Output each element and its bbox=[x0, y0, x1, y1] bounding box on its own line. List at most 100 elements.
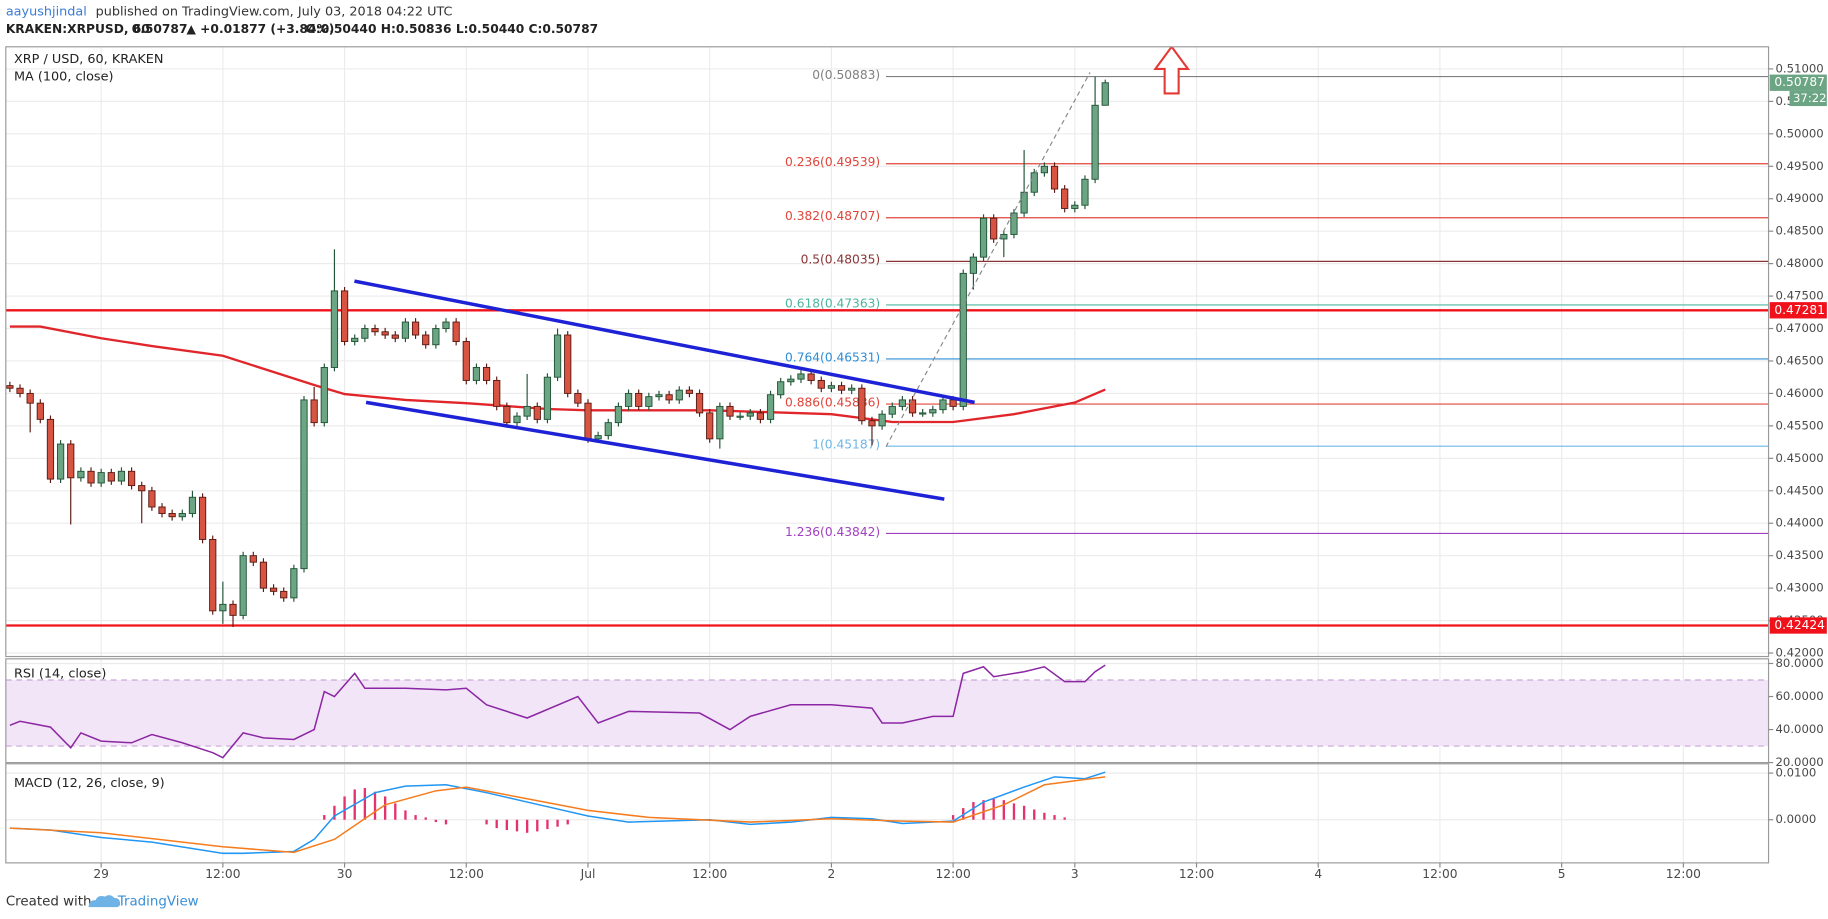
candle-body bbox=[148, 490, 156, 508]
histogram-bar bbox=[1063, 817, 1066, 820]
candle-body bbox=[1020, 191, 1028, 214]
candle-body bbox=[1101, 82, 1109, 106]
candle-body bbox=[564, 334, 572, 394]
y-tick-label: 0.51000 bbox=[1776, 61, 1824, 75]
trend-line-upper bbox=[354, 279, 975, 405]
histogram-bar bbox=[323, 815, 326, 820]
pane-title: XRP / USD, 60, KRAKEN bbox=[14, 52, 163, 67]
macd-pane bbox=[5, 763, 1770, 864]
candle-body bbox=[949, 399, 957, 407]
candle-body bbox=[969, 256, 978, 274]
x-tick-label: 4 bbox=[1314, 867, 1322, 881]
countdown-label: 37:22 bbox=[1793, 91, 1827, 105]
candle-body bbox=[756, 412, 765, 420]
ma-line bbox=[9, 325, 1106, 424]
candle-body bbox=[310, 399, 318, 424]
candle-body bbox=[280, 590, 288, 599]
candle-body bbox=[290, 568, 298, 599]
x-tick-label: 30 bbox=[337, 867, 353, 881]
fib-label: 0.5(0.48035) bbox=[801, 253, 881, 267]
price-badge-label: 0.50787 bbox=[1774, 75, 1825, 89]
candle-body bbox=[188, 496, 197, 514]
candle-body bbox=[178, 513, 186, 518]
ma-legend: MA (100, close) bbox=[14, 70, 114, 85]
y-tick-label: 0.46000 bbox=[1776, 386, 1824, 400]
histogram-bar bbox=[343, 796, 346, 820]
y-tick-label: 0.42000 bbox=[1776, 646, 1824, 660]
pane-title: MACD (12, 26, close, 9) bbox=[14, 776, 165, 791]
x-tick-label: 12:00 bbox=[1179, 867, 1214, 881]
x-tick-label: 29 bbox=[93, 867, 109, 881]
candle-body bbox=[706, 412, 714, 440]
x-tick-label: 12:00 bbox=[692, 867, 727, 881]
candle-body bbox=[959, 272, 967, 407]
candle-body bbox=[726, 405, 734, 417]
y-tick-label: 0.48500 bbox=[1776, 224, 1824, 238]
candle-body bbox=[127, 470, 136, 487]
candle-body bbox=[1030, 172, 1038, 193]
candle-body bbox=[594, 435, 602, 440]
candle-body bbox=[6, 385, 14, 389]
footer-created: Created with bbox=[6, 894, 92, 909]
price-change: ▲ +0.01877 (+3.84%) bbox=[187, 22, 335, 36]
histogram-bar bbox=[1012, 803, 1016, 820]
candle-body bbox=[898, 399, 907, 407]
candle-body bbox=[858, 387, 866, 422]
footer-brand[interactable]: TradingView bbox=[117, 894, 199, 909]
candle-body bbox=[259, 561, 268, 589]
fib-trend bbox=[885, 72, 1091, 447]
candle-body bbox=[878, 413, 886, 427]
level-badge bbox=[1769, 617, 1827, 634]
candle-body bbox=[837, 385, 846, 391]
x-tick-label: 3 bbox=[1071, 867, 1079, 881]
histogram-bar bbox=[1043, 812, 1046, 820]
candle-body bbox=[908, 399, 917, 414]
histogram-bar bbox=[972, 802, 975, 820]
symbol: KRAKEN:XRPUSD, 60 bbox=[6, 22, 150, 36]
fib-label: 0(0.50883) bbox=[812, 68, 880, 82]
y-tick-label: 0.49000 bbox=[1776, 191, 1824, 205]
candle-body bbox=[919, 412, 927, 415]
candle-body bbox=[797, 373, 805, 380]
candle-body bbox=[391, 334, 399, 339]
candle-body bbox=[848, 387, 856, 391]
y-tick-label: 0.44000 bbox=[1776, 516, 1824, 530]
y-tick-label: 0.43500 bbox=[1776, 548, 1824, 562]
candle-body bbox=[36, 402, 44, 420]
histogram-bar bbox=[1002, 800, 1005, 820]
candle-body bbox=[736, 415, 744, 418]
x-tick-label: 12:00 bbox=[449, 867, 484, 881]
candle-body bbox=[67, 443, 75, 479]
y-tick-label: 0.45000 bbox=[1776, 451, 1824, 465]
price-badge bbox=[1769, 74, 1827, 91]
histogram-bar bbox=[982, 800, 985, 820]
y-tick-label: 40.0000 bbox=[1776, 722, 1824, 736]
y-tick-label: 0.43000 bbox=[1776, 581, 1824, 595]
candle-body bbox=[746, 412, 754, 417]
fib-label: 0.886(0.45836) bbox=[785, 395, 880, 409]
histogram-bar bbox=[424, 817, 427, 820]
author[interactable]: aayushjindal bbox=[6, 4, 87, 19]
histogram-bar bbox=[556, 819, 559, 827]
candle-body bbox=[168, 513, 176, 518]
candle-body bbox=[979, 217, 988, 258]
x-tick-label: 12:00 bbox=[1666, 867, 1701, 881]
candle-body bbox=[645, 396, 653, 407]
candle-body bbox=[249, 555, 257, 563]
candle-body bbox=[26, 392, 34, 404]
y-tick-label: 0.50000 bbox=[1776, 126, 1824, 140]
histogram-bar bbox=[505, 819, 509, 830]
candle-body bbox=[614, 405, 623, 424]
brand-logo bbox=[88, 895, 121, 908]
candle-body bbox=[553, 334, 562, 378]
candle-body bbox=[198, 496, 207, 540]
candle-body bbox=[97, 472, 105, 484]
candle-body bbox=[929, 409, 937, 414]
candle-body bbox=[77, 470, 85, 479]
level-badge bbox=[1769, 302, 1827, 319]
candle-body bbox=[655, 394, 663, 398]
candle-body bbox=[787, 378, 795, 383]
candle-body bbox=[604, 422, 612, 437]
candle-body bbox=[107, 472, 115, 482]
